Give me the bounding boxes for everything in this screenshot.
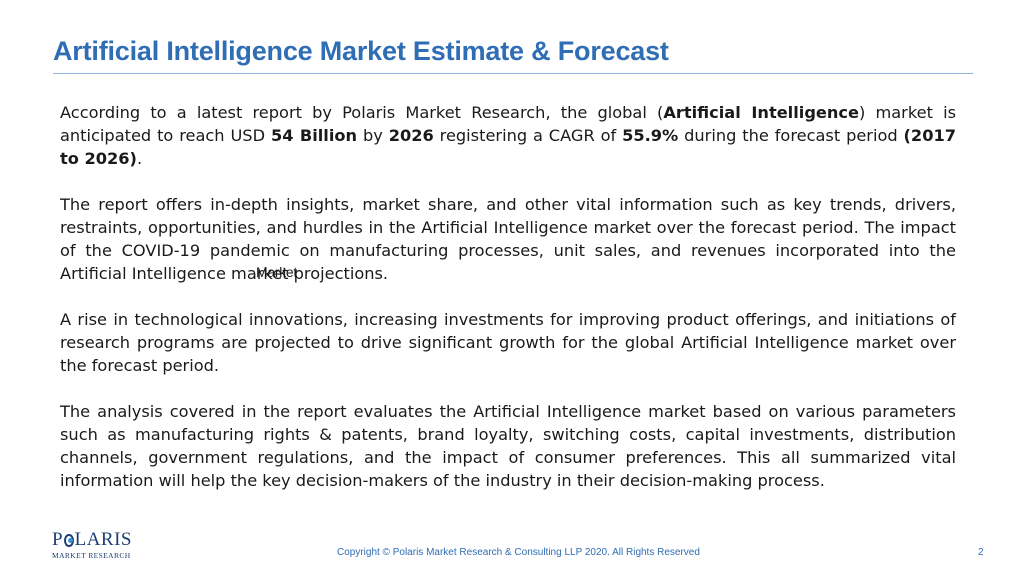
p1-cagr: 55.9% — [622, 126, 679, 145]
polaris-logo: P LARIS MARKET RESEARCH — [52, 530, 132, 562]
logo-subtitle: MARKET RESEARCH — [52, 551, 131, 560]
p1-market-value: 54 Billion — [270, 126, 358, 145]
logo-wordmark: P LARIS — [52, 530, 132, 550]
compass-icon — [64, 533, 74, 547]
paragraph-analysis-parameters: The analysis covered in the report evalu… — [60, 402, 956, 490]
paragraph-report-insights: The report offers in-depth insights, mar… — [60, 195, 956, 283]
p1-market-name: Artificial Intelligence — [663, 103, 859, 122]
logo-letter-p: P — [52, 529, 64, 550]
p1-text-a: According to a latest report by Polaris … — [60, 103, 664, 122]
page-number: 2 — [978, 547, 984, 558]
paragraph-growth-drivers: A rise in technological innovations, inc… — [60, 310, 956, 375]
p1-text-c: ) market is anticipated to reach USD — [60, 103, 957, 145]
p1-text-i: during the forecast period — [678, 126, 904, 145]
copyright-notice: Copyright © Polaris Market Research & Co… — [337, 547, 700, 558]
logo-letters-laris: LARIS — [74, 529, 132, 550]
title-divider — [53, 73, 973, 74]
p1-target-year: 2026 — [388, 126, 434, 145]
slide-title: Artificial Intelligence Market Estimate … — [53, 36, 669, 66]
p1-forecast-period: (2017 to 2026) — [60, 126, 956, 168]
overlapping-market-word: Market — [256, 264, 297, 280]
p1-text-g: registering a CAGR of — [433, 126, 623, 145]
p1-text-e: by — [357, 126, 389, 145]
paragraph-market-summary: According to a latest report by Polaris … — [60, 101, 956, 170]
slide-body: According to a latest report by Polaris … — [60, 101, 956, 492]
p1-text-k: . — [136, 149, 143, 168]
